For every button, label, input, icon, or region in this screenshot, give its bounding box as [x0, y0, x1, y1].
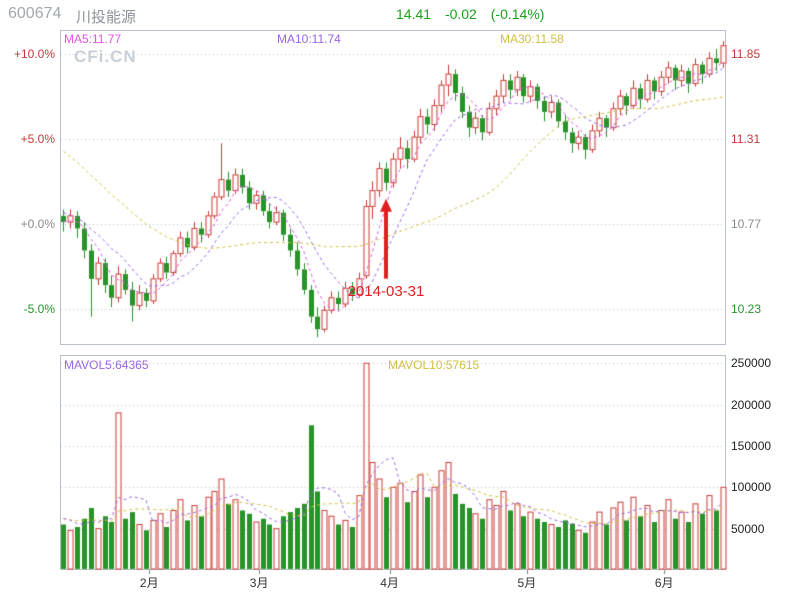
annotation-date: 2014-03-31 — [347, 282, 425, 300]
price-value-label: 11.31 — [731, 131, 761, 146]
price-pct-label: +5.0% — [20, 131, 55, 146]
price-pct-label: -5.0% — [23, 301, 55, 316]
price-pct-label: +10.0% — [13, 47, 55, 62]
mavol10-label: MAVOL10:57615 — [388, 358, 480, 372]
month-label: 5月 — [517, 576, 537, 590]
price-pct-label: +0.0% — [20, 216, 55, 231]
watermark: CFi.CN — [74, 47, 137, 66]
price-value-label: 11.85 — [731, 47, 761, 62]
price-value-label: 10.23 — [731, 301, 762, 316]
mavol5-label: MAVOL5:64365 — [64, 358, 149, 372]
price-value-label: 10.77 — [731, 216, 762, 231]
ma10-label: MA10:11.74 — [277, 32, 341, 46]
month-label: 6月 — [654, 576, 674, 590]
ma30-label: MA30:11.58 — [500, 32, 564, 46]
volume-value-label: 50000 — [731, 521, 765, 536]
month-label: 4月 — [380, 576, 399, 590]
volume-value-label: 150000 — [731, 438, 772, 453]
volume-value-label: 200000 — [731, 397, 772, 412]
volume-value-label: 250000 — [731, 356, 772, 371]
ma5-label: MA5:11.77 — [64, 32, 122, 46]
month-label: 2月 — [139, 576, 159, 590]
month-label: 3月 — [249, 576, 269, 590]
volume-value-label: 100000 — [731, 480, 772, 495]
